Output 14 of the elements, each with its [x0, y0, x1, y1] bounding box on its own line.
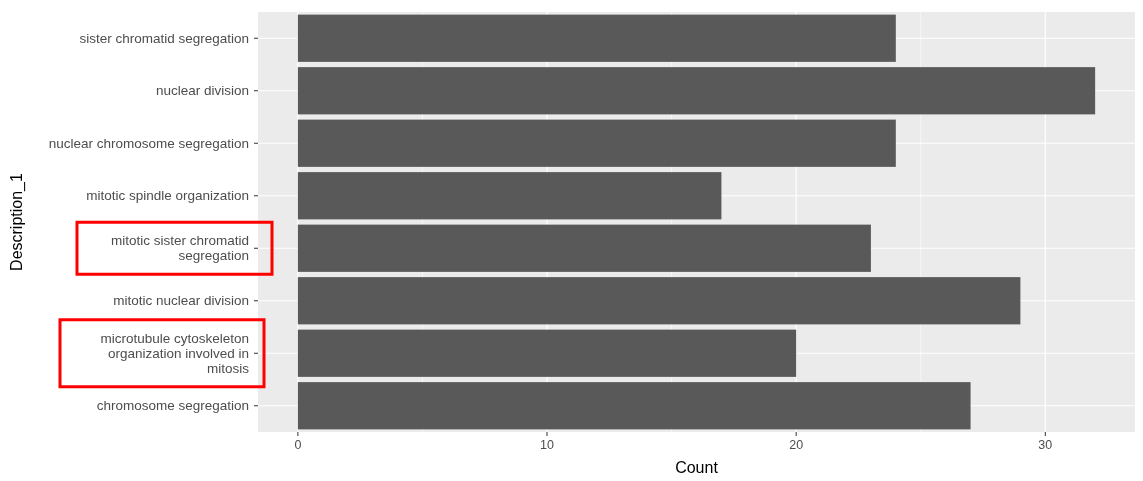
- x-tick-label: 0: [294, 438, 302, 452]
- y-tick-label: mitotic sister chromatid segregation: [110, 233, 249, 264]
- y-tick-label: nuclear division: [155, 83, 249, 99]
- x-tick-label: 30: [1038, 438, 1053, 452]
- x-tick-label: 10: [540, 438, 555, 452]
- y-tick-label: nuclear chromosome segregation: [48, 135, 249, 151]
- x-tick-label: 20: [789, 438, 804, 452]
- y-tick-label: mitotic nuclear division: [113, 293, 249, 309]
- x-axis-title: Count: [675, 459, 719, 476]
- y-tick-label: sister chromatid segregation: [79, 30, 249, 46]
- y-tick-label: mitotic spindle organization: [86, 188, 249, 204]
- y-axis-title: Description_1: [8, 172, 26, 271]
- y-tick-label: microtubule cytoskeleton organization involved in mitosis: [100, 330, 250, 376]
- y-tick-label: chromosome segregation: [96, 398, 249, 414]
